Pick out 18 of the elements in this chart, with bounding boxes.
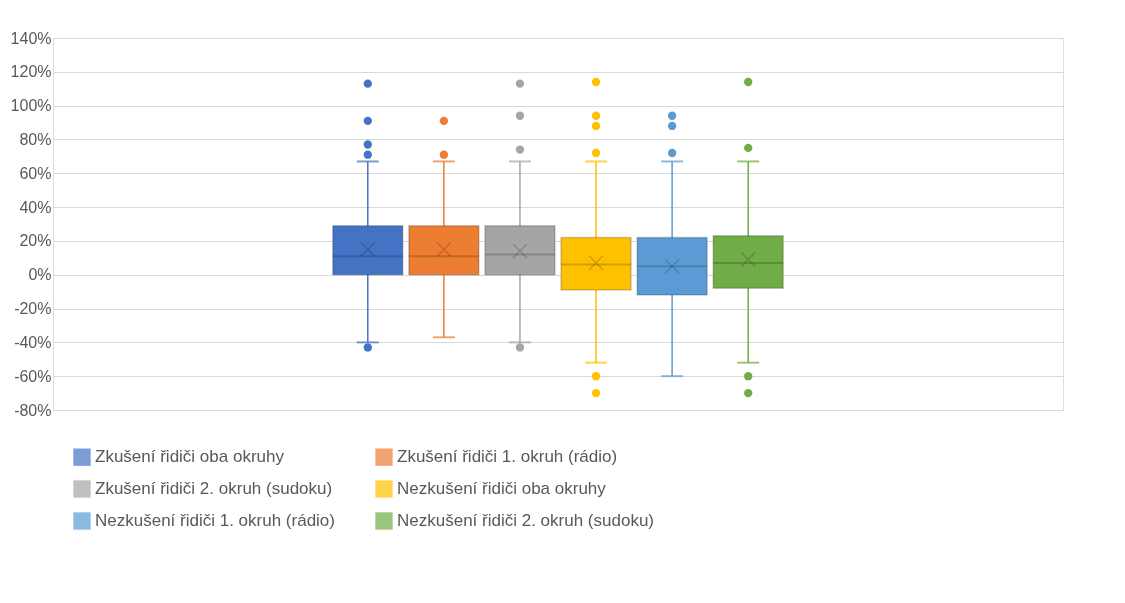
y-tick-label: -40%	[14, 333, 52, 351]
y-tick-label: 80%	[19, 130, 52, 148]
y-tick-label: 120%	[10, 63, 52, 81]
y-tick-label: 40%	[19, 198, 52, 216]
legend-label: Nezkušení řidiči oba okruhy	[397, 479, 607, 498]
y-tick-label: -60%	[14, 367, 52, 385]
legend-label: Zkušení řidiči 2. okruh (sudoku)	[95, 479, 333, 498]
y-tick-label: -20%	[14, 300, 52, 318]
legend-label: Zkušení řidiči oba okruhy	[95, 447, 285, 467]
y-tick-label: 140%	[10, 29, 52, 47]
y-tick-label: 0%	[28, 266, 52, 284]
y-tick-label: 20%	[19, 232, 52, 250]
legend-label: Zkušení řidiči 1. okruh (rádio)	[397, 447, 618, 467]
y-tick-label: 100%	[10, 97, 52, 115]
y-tick-label: 60%	[19, 164, 52, 182]
legend-label: Nezkušení řidiči 1. okruh (rádio)	[95, 511, 335, 530]
y-tick-label: -80%	[14, 401, 52, 419]
legend-label: Nezkušení řidiči 2. okruh (sudoku)	[397, 511, 655, 530]
